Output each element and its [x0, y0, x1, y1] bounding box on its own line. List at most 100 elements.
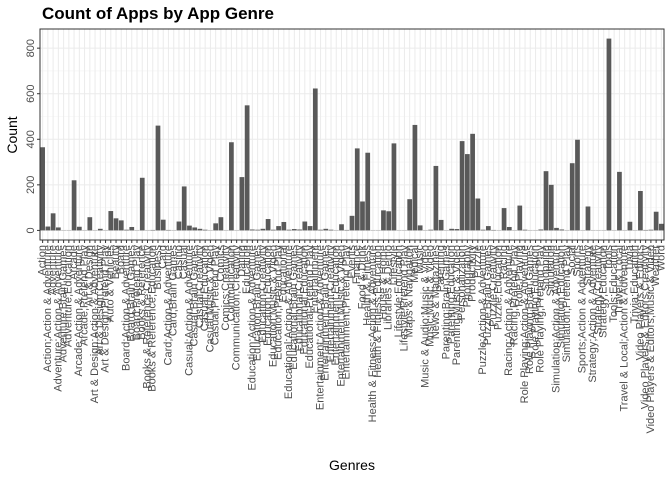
bar — [323, 228, 329, 231]
bar — [286, 229, 292, 231]
bar — [87, 217, 93, 231]
x-tick-label: Education;Pretend Play — [272, 245, 284, 360]
x-tick-label: Educational;Education — [299, 245, 311, 354]
bar — [506, 226, 512, 231]
x-tick-label: Tools;Education — [608, 245, 620, 323]
x-tick-label: Strategy;Action & Adventure — [587, 245, 599, 383]
x-tick-label: Sports — [571, 245, 583, 277]
x-tick-label: Health & Fitness;Education — [372, 245, 384, 378]
bar — [192, 227, 198, 231]
bar — [569, 163, 575, 231]
bar — [470, 133, 475, 231]
x-tick-label: Entertainment;Music & Video — [335, 245, 347, 387]
bar — [260, 228, 266, 231]
x-tick-label: Parenting;Education — [446, 245, 458, 344]
x-tick-label: News & Magazines — [430, 245, 442, 340]
bar — [538, 229, 544, 231]
x-tick-label: Entertainment;Action & Adventure — [314, 245, 326, 410]
bar — [575, 139, 580, 231]
x-tick-label: Personalization — [456, 245, 468, 320]
x-tick-label: Social — [566, 245, 578, 275]
x-tick-label: Role Playing — [514, 245, 526, 307]
x-tick-label: Trivia — [624, 244, 636, 271]
bar — [585, 206, 591, 231]
bar — [554, 227, 559, 231]
x-tick-label: Card — [157, 245, 169, 269]
x-tick-label: Educational;Pretend Play — [304, 245, 316, 369]
x-tick-label: Casual;Creativity — [194, 245, 206, 329]
bar — [307, 226, 313, 231]
x-tick-label: Art & Design;Creativity — [94, 245, 106, 356]
bar — [485, 226, 491, 231]
bar — [407, 199, 413, 231]
x-tick-label: Puzzle;Creativity — [487, 245, 499, 327]
x-tick-label: Arcade;Pretend Play — [78, 245, 90, 346]
x-tick-label: Books & Reference;Creativity — [141, 245, 153, 389]
bars — [40, 38, 664, 231]
bar — [76, 226, 82, 231]
bar — [187, 225, 192, 231]
y-tick-label: 0 — [25, 227, 37, 233]
bar — [265, 219, 271, 231]
bar — [548, 184, 554, 231]
x-tick-label: Casino — [173, 245, 185, 279]
bar — [386, 211, 392, 231]
x-tick-label: Educational;Creativity — [293, 245, 305, 352]
x-tick-label: Tools — [603, 245, 615, 271]
x-tick-label: Music;Music & Video — [425, 245, 437, 347]
x-tick-label: Maps & Navigation — [404, 245, 416, 337]
x-tick-label: Card;Brain Games — [168, 245, 180, 337]
x-tick-label: Health & Fitness — [362, 245, 374, 326]
bar — [291, 229, 297, 231]
panel-border — [39, 28, 665, 241]
bar — [412, 124, 418, 231]
bar — [45, 226, 51, 231]
x-tick-label: Strategy — [582, 245, 594, 286]
x-tick-label: Board;Pretend Play — [131, 245, 143, 341]
bar — [176, 221, 182, 231]
x-tick-label: Business — [152, 245, 164, 290]
bar — [229, 142, 234, 231]
bar — [118, 220, 124, 231]
bar — [433, 165, 439, 231]
x-tick-label: Entertainment;Creativity — [325, 245, 337, 363]
x-tick-label: Events — [346, 245, 358, 279]
x-tick-label: Communication — [225, 245, 237, 321]
bar — [97, 228, 103, 231]
x-tick-label: Shopping — [540, 245, 552, 292]
bar — [522, 229, 528, 231]
y-tick-label: 200 — [25, 176, 37, 194]
bar — [438, 219, 444, 231]
x-tick-label: Role Playing;Pretend Play — [535, 245, 547, 373]
x-tick-label: Lifestyle;Education — [393, 245, 405, 337]
grid — [40, 29, 664, 240]
bar — [318, 229, 323, 231]
bar — [454, 229, 460, 231]
bar — [381, 210, 386, 231]
bar — [328, 229, 334, 231]
x-tick-label: Casual;Education — [199, 245, 211, 331]
x-tick-label: Weather — [650, 245, 662, 287]
bar — [653, 211, 659, 231]
x-tick-label: Action — [37, 245, 49, 276]
y-tick-label: 600 — [25, 85, 37, 103]
x-tick-label: Auto & Vehicles — [105, 245, 117, 323]
bar — [517, 205, 523, 231]
x-tick-label: Simulation;Education — [556, 245, 568, 348]
x-tick-label: Simulation — [545, 245, 557, 296]
bar — [40, 147, 45, 231]
x-tick-label: Beauty — [110, 245, 122, 280]
x-tick-label: Education;Music & Video — [267, 245, 279, 367]
bar — [365, 152, 371, 231]
x-tick-label: Art & Design;Action & Adventure — [89, 245, 101, 403]
x-tick-label: Adventure;Action & Adventure — [52, 245, 64, 392]
x-tick-label: Travel & Local;Action & Adventure — [619, 245, 631, 412]
x-tick-label: Entertainment;Education — [330, 245, 342, 365]
x-tick-label: Card;Action & Adventure — [162, 245, 174, 365]
bar — [391, 143, 397, 231]
bar — [638, 190, 643, 231]
x-tick-label: Adventure;Education — [63, 245, 75, 347]
x-tick-label: Video Players & Editors;Music & Video — [645, 245, 657, 434]
x-tick-label: Puzzle — [472, 245, 484, 278]
